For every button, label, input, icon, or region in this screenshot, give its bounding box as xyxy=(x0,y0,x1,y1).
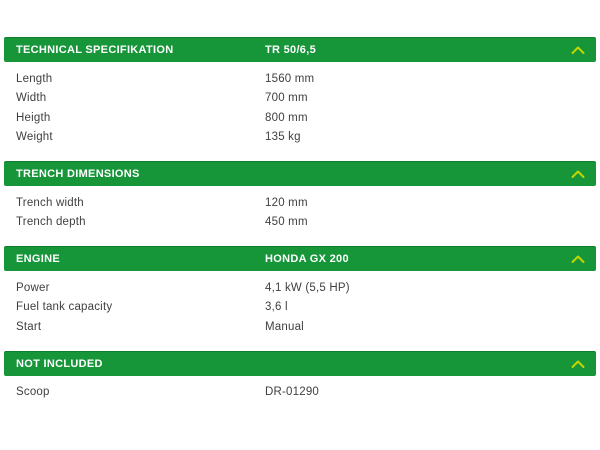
spec-row: Scoop DR-01290 xyxy=(0,383,600,403)
spec-label: Weight xyxy=(16,131,53,144)
spec-value: 3,6 l xyxy=(265,301,288,314)
accordion-header-technical-specification[interactable]: TECHNICAL SPECIFIKATION TR 50/6,5 xyxy=(4,37,596,62)
accordion-header-engine[interactable]: ENGINE HONDA GX 200 xyxy=(4,246,596,271)
spec-row: Power 4,1 kW (5,5 HP) xyxy=(0,278,600,298)
spec-value: 800 mm xyxy=(265,111,308,124)
spec-label: Scoop xyxy=(16,386,50,399)
spec-row: Trench depth 450 mm xyxy=(0,213,600,233)
spec-label: Width xyxy=(16,92,47,105)
section-rows: Scoop DR-01290 xyxy=(0,376,600,403)
section-subtitle: HONDA GX 200 xyxy=(265,253,349,265)
section-rows: Length 1560 mm Width 700 mm Heigth 800 m… xyxy=(0,62,600,147)
chevron-up-icon xyxy=(571,46,585,55)
spec-row: Start Manual xyxy=(0,317,600,337)
spec-row: Width 700 mm xyxy=(0,89,600,109)
spec-row: Weight 135 kg xyxy=(0,128,600,148)
spec-label: Fuel tank capacity xyxy=(16,301,113,314)
section-subtitle: TR 50/6,5 xyxy=(265,44,317,56)
spec-value: 700 mm xyxy=(265,92,308,105)
section-not-included: NOT INCLUDED Scoop DR-01290 xyxy=(0,350,600,403)
section-rows: Power 4,1 kW (5,5 HP) Fuel tank capacity… xyxy=(0,271,600,337)
chevron-up-icon xyxy=(571,255,585,264)
section-title: TRENCH DIMENSIONS xyxy=(16,168,140,180)
spec-accordion: TECHNICAL SPECIFIKATION TR 50/6,5 Length… xyxy=(0,37,600,416)
spec-value: DR-01290 xyxy=(265,386,320,399)
section-technical-specification: TECHNICAL SPECIFIKATION TR 50/6,5 Length… xyxy=(0,37,600,147)
spec-row: Heigth 800 mm xyxy=(0,108,600,128)
section-trench-dimensions: TRENCH DIMENSIONS Trench width 120 mm Tr… xyxy=(0,161,600,232)
section-title: NOT INCLUDED xyxy=(16,357,103,370)
section-rows: Trench width 120 mm Trench depth 450 mm xyxy=(0,186,600,232)
spec-value: 120 mm xyxy=(265,196,308,209)
section-title: TECHNICAL SPECIFIKATION xyxy=(16,44,174,56)
chevron-up-icon xyxy=(571,170,585,179)
spec-row: Trench width 120 mm xyxy=(0,193,600,213)
spec-row: Length 1560 mm xyxy=(0,69,600,89)
spec-label: Length xyxy=(16,72,53,85)
spec-value: 4,1 kW (5,5 HP) xyxy=(265,281,350,294)
spec-label: Trench depth xyxy=(16,216,86,229)
section-engine: ENGINE HONDA GX 200 Power 4,1 kW (5,5 HP… xyxy=(0,246,600,337)
spec-label: Trench width xyxy=(16,196,84,209)
accordion-header-trench-dimensions[interactable]: TRENCH DIMENSIONS xyxy=(4,161,596,186)
spec-row: Fuel tank capacity 3,6 l xyxy=(0,298,600,318)
spec-label: Start xyxy=(16,320,42,333)
spec-value: 135 kg xyxy=(265,131,301,144)
accordion-header-not-included[interactable]: NOT INCLUDED xyxy=(4,350,596,376)
spec-value: 450 mm xyxy=(265,216,308,229)
spec-label: Heigth xyxy=(16,111,51,124)
spec-value: 1560 mm xyxy=(265,72,315,85)
chevron-up-icon xyxy=(571,359,585,368)
section-title: ENGINE xyxy=(16,253,60,265)
spec-value: Manual xyxy=(265,320,304,333)
spec-label: Power xyxy=(16,281,50,294)
